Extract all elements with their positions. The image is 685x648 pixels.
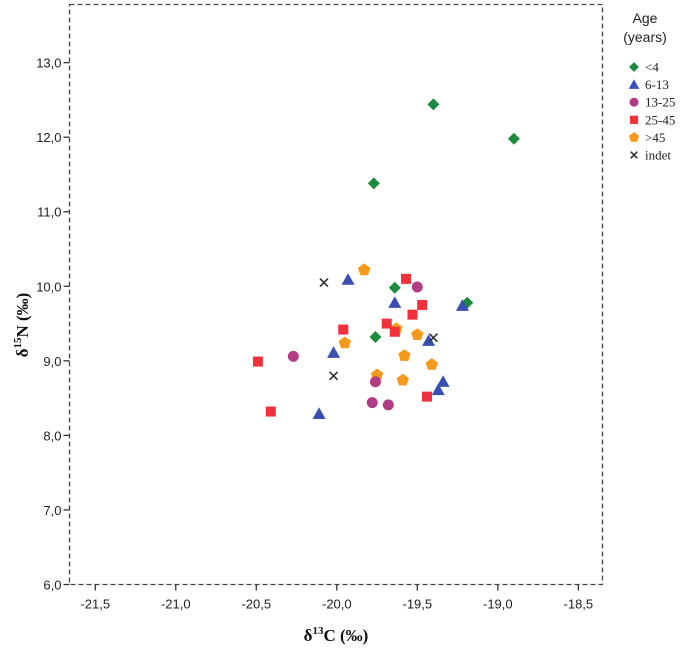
data-point-square-marker bbox=[338, 324, 349, 335]
data-point-pentagon-marker bbox=[338, 336, 351, 349]
legend: Age (years) <4 6-13 13-25 25-45 >45 indet bbox=[623, 10, 675, 163]
legend-item: <4 bbox=[629, 60, 659, 75]
data-point-square-marker bbox=[407, 309, 418, 320]
x-axis: -21,5 -21,0 -20,5 -20,0 -19,5 -19,0 -18,5 bbox=[80, 584, 594, 612]
plot-frame bbox=[68, 3, 604, 586]
y-tick-label: 6,0 bbox=[43, 578, 61, 593]
data-point-diamond-marker bbox=[427, 98, 440, 111]
data-point-circle-marker bbox=[287, 350, 299, 362]
y-tick-label: 13,0 bbox=[36, 56, 61, 71]
y-tick-label: 10,0 bbox=[36, 279, 61, 294]
data-point-triangle-marker bbox=[431, 383, 445, 396]
data-point-square-marker bbox=[265, 406, 276, 417]
legend-title-line2: (years) bbox=[623, 29, 667, 45]
data-point-square-marker bbox=[381, 318, 392, 329]
x-tick-label: -20,5 bbox=[241, 597, 271, 612]
legend-item: indet bbox=[630, 148, 671, 163]
data-point-x-marker bbox=[428, 333, 438, 343]
diamond-icon bbox=[629, 62, 639, 72]
data-point-diamond-marker bbox=[507, 132, 520, 145]
data-point-pentagon-marker bbox=[425, 358, 438, 370]
legend-label: >45 bbox=[645, 130, 665, 145]
y-axis: 6,0 7,0 8,0 9,0 10,0 11,0 12,0 13,0 bbox=[36, 56, 70, 593]
data-point-triangle-marker bbox=[327, 346, 341, 358]
x-tick-label: -20,0 bbox=[322, 597, 352, 612]
data-point-pentagon-marker bbox=[411, 328, 424, 340]
legend-label: <4 bbox=[645, 60, 659, 75]
y-tick-label: 11,0 bbox=[37, 205, 61, 220]
data-point-x-marker bbox=[319, 278, 329, 288]
x-icon bbox=[630, 151, 638, 159]
legend-label: 25-45 bbox=[645, 112, 675, 127]
circle-icon bbox=[629, 97, 639, 107]
y-axis-title: δ15N (‰) bbox=[12, 293, 32, 358]
legend-title-line1: Age bbox=[633, 10, 658, 26]
data-point-diamond-marker bbox=[388, 281, 401, 294]
data-point-triangle-marker bbox=[436, 375, 450, 387]
legend-item: 25-45 bbox=[629, 112, 675, 127]
data-point-circle-marker bbox=[366, 397, 378, 409]
data-point-circle-marker bbox=[369, 376, 381, 388]
data-point-square-marker bbox=[252, 356, 263, 367]
y-tick-label: 8,0 bbox=[43, 428, 61, 443]
legend-label: 13-25 bbox=[645, 95, 675, 110]
data-points bbox=[252, 98, 520, 419]
x-tick-label: -19,5 bbox=[402, 597, 432, 612]
square-icon bbox=[629, 115, 639, 124]
x-tick-label: -21,0 bbox=[161, 597, 191, 612]
data-point-circle-marker bbox=[382, 399, 394, 411]
x-axis-title: δ13C (‰) bbox=[304, 625, 369, 645]
legend-item: >45 bbox=[628, 130, 665, 145]
x-tick-label: -21,5 bbox=[80, 597, 110, 612]
pentagon-icon bbox=[628, 132, 640, 142]
data-point-triangle-marker bbox=[455, 299, 469, 311]
legend-label: indet bbox=[645, 148, 671, 163]
data-point-x-marker bbox=[329, 371, 339, 381]
data-point-circle-marker bbox=[411, 281, 423, 293]
data-point-diamond-marker bbox=[369, 330, 382, 343]
x-tick-label: -18,5 bbox=[564, 597, 594, 612]
data-point-pentagon-marker bbox=[358, 263, 371, 276]
legend-item: 13-25 bbox=[629, 95, 675, 110]
y-tick-label: 12,0 bbox=[36, 130, 61, 145]
data-point-square-marker bbox=[401, 273, 412, 284]
data-point-diamond-marker bbox=[367, 177, 380, 190]
data-point-pentagon-marker bbox=[396, 373, 409, 386]
data-point-triangle-marker bbox=[312, 407, 326, 419]
x-tick-label: -19,0 bbox=[483, 597, 513, 612]
data-point-triangle-marker bbox=[388, 296, 402, 308]
triangle-icon bbox=[628, 79, 640, 89]
y-tick-label: 9,0 bbox=[43, 354, 61, 369]
y-tick-label: 7,0 bbox=[43, 503, 61, 518]
data-point-square-marker bbox=[389, 326, 400, 337]
data-point-pentagon-marker bbox=[398, 349, 411, 361]
data-point-triangle-marker bbox=[341, 273, 355, 285]
data-point-triangle-marker bbox=[422, 334, 436, 346]
data-point-square-marker bbox=[421, 391, 432, 402]
legend-label: 6-13 bbox=[645, 77, 669, 92]
legend-item: 6-13 bbox=[628, 77, 669, 92]
data-point-square-marker bbox=[417, 299, 428, 310]
